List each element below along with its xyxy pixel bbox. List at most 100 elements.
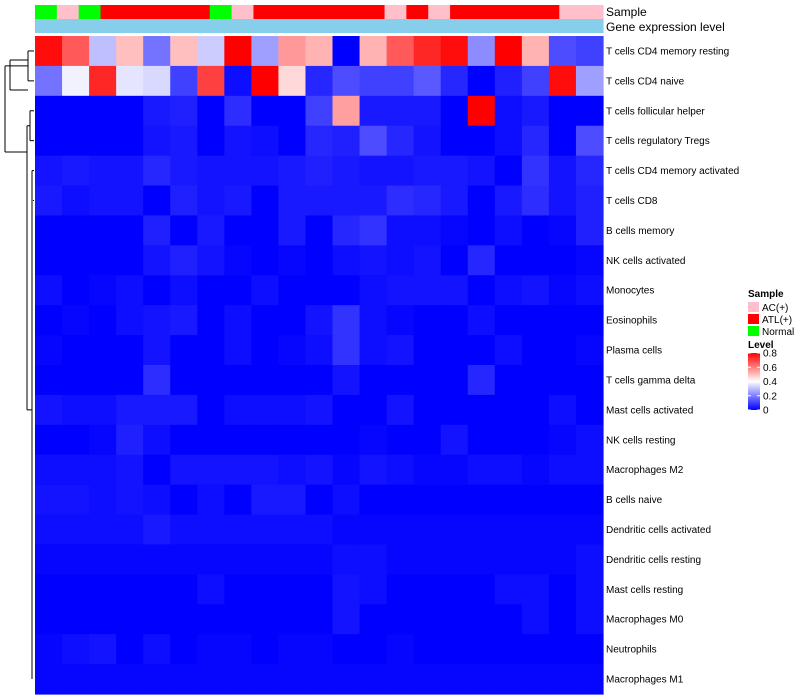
- heatmap-cell: [386, 185, 415, 217]
- heatmap-cell: [467, 275, 496, 306]
- heatmap-cell: [89, 664, 117, 695]
- heatmap-cell: [386, 634, 415, 665]
- heatmap-cell: [224, 514, 252, 546]
- heatmap-cell: [278, 394, 307, 426]
- heatmap-cell: [575, 514, 604, 546]
- heatmap-cell: [575, 365, 604, 396]
- heatmap-cell: [278, 245, 307, 276]
- heatmap-cell: [224, 424, 252, 456]
- heatmap-cell: [305, 185, 334, 217]
- heatmap-cell: [521, 155, 550, 187]
- heatmap-cell: [548, 185, 577, 217]
- heatmap-cell: [494, 215, 523, 246]
- heatmap-cell: [548, 335, 577, 366]
- heatmap-cell: [494, 65, 523, 97]
- heatmap-cell: [305, 664, 334, 695]
- gene-level-annotation-cell: [78, 19, 102, 33]
- heatmap-cell: [143, 65, 171, 97]
- heatmap-cell: [440, 155, 469, 187]
- heatmap-cell: [575, 424, 604, 456]
- heatmap-cell: [143, 335, 171, 366]
- heatmap-cell: [116, 335, 144, 366]
- heatmap-cell: [224, 544, 252, 575]
- gene-level-annotation-cell: [384, 19, 407, 33]
- heatmap-cell: [224, 664, 252, 695]
- heatmap-cell: [278, 544, 307, 575]
- level-tick-label: 0: [763, 406, 769, 417]
- heatmap-cell: [494, 365, 523, 396]
- heatmap-cell: [143, 604, 171, 635]
- heatmap-cell: [89, 215, 117, 246]
- heatmap-cell: [170, 424, 198, 456]
- heatmap-cell: [467, 574, 496, 605]
- heatmap-cell: [224, 65, 252, 97]
- heatmap-cell: [386, 155, 415, 187]
- heatmap-cell: [440, 245, 469, 276]
- heatmap-cell: [548, 36, 577, 67]
- heatmap-cell: [251, 664, 280, 695]
- heatmap-cell: [305, 365, 334, 396]
- row-label: Neutrophils: [606, 645, 657, 656]
- heatmap-cell: [278, 335, 307, 366]
- heatmap-cell: [35, 664, 63, 695]
- heatmap-cell: [278, 275, 307, 306]
- heatmap-cell: [305, 155, 334, 187]
- row-label: T cells gamma delta: [606, 376, 696, 387]
- heatmap-cell: [359, 604, 388, 635]
- level-legend-title: Level: [748, 340, 774, 351]
- heatmap-cell: [35, 634, 63, 665]
- heatmap-cell: [332, 245, 361, 276]
- heatmap-cell: [359, 215, 388, 246]
- gene-level-annotation-cell: [187, 19, 211, 33]
- heatmap-cell: [197, 574, 225, 605]
- heatmap-cell: [548, 484, 577, 516]
- heatmap-cell: [332, 335, 361, 366]
- heatmap-cell: [521, 36, 550, 67]
- heatmap-cell: [35, 305, 63, 336]
- sample-legend-label: ATL(+): [762, 315, 792, 326]
- heatmap-cell: [359, 125, 388, 157]
- heatmap-cell: [62, 574, 90, 605]
- heatmap-cell: [386, 604, 415, 635]
- heatmap-cell: [332, 544, 361, 575]
- heatmap-cell: [170, 65, 198, 97]
- heatmap-cell: [251, 275, 280, 306]
- heatmap-cell: [521, 664, 550, 695]
- heatmap-cell: [224, 574, 252, 605]
- heatmap-cell: [467, 544, 496, 575]
- heatmap-cell: [413, 544, 442, 575]
- heatmap-cell: [35, 424, 63, 456]
- sample-annotation-cell: [187, 5, 211, 19]
- row-label: Dendritic cells activated: [606, 525, 711, 536]
- heatmap-cell: [521, 514, 550, 546]
- heatmap-cell: [521, 484, 550, 516]
- heatmap-cell: [440, 574, 469, 605]
- heatmap-cell: [62, 275, 90, 306]
- heatmap-cell: [89, 155, 117, 187]
- heatmap-cell: [116, 424, 144, 456]
- heatmap-cell: [359, 424, 388, 456]
- row-label: Monocytes: [606, 286, 654, 297]
- heatmap-cell: [440, 335, 469, 366]
- sample-annotation-cell: [144, 5, 167, 19]
- heatmap-cell: [197, 335, 225, 366]
- heatmap-cell: [143, 544, 171, 575]
- gene-level-annotation-cell: [144, 19, 167, 33]
- heatmap-cell: [143, 365, 171, 396]
- heatmap-cell: [305, 454, 334, 486]
- heatmap-cell: [89, 245, 117, 276]
- heatmap-cell: [386, 424, 415, 456]
- heatmap-cell: [62, 185, 90, 217]
- heatmap-cell: [116, 604, 144, 635]
- heatmap-cell: [494, 95, 523, 127]
- heatmap-cell: [440, 215, 469, 246]
- heatmap-cell: [143, 664, 171, 695]
- heatmap-cell: [332, 36, 361, 67]
- sample-legend-swatch: [748, 314, 759, 324]
- row-label: B cells naive: [606, 495, 663, 506]
- heatmap-cell: [197, 185, 225, 217]
- heatmap-cell: [413, 664, 442, 695]
- heatmap-cell: [467, 394, 496, 426]
- heatmap-cell: [521, 634, 550, 665]
- heatmap-cell: [359, 574, 388, 605]
